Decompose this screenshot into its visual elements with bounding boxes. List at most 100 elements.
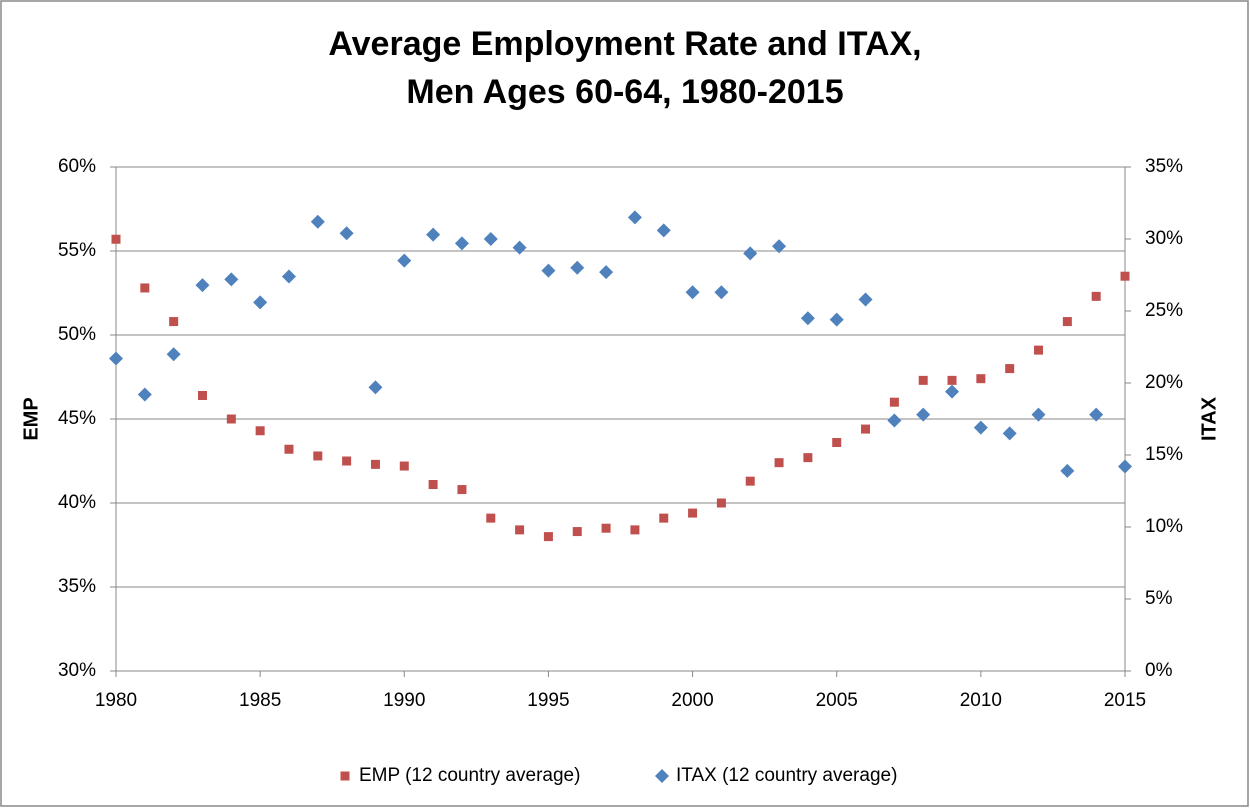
point xyxy=(743,246,758,261)
point xyxy=(887,413,902,428)
legend-marker xyxy=(655,769,669,783)
point xyxy=(716,498,726,508)
legend-label: ITAX (12 country average) xyxy=(676,765,897,786)
point xyxy=(803,453,813,463)
point xyxy=(858,292,873,307)
x-tick-label: 1995 xyxy=(527,690,569,711)
y2-tick-label: 20% xyxy=(1145,372,1183,393)
point xyxy=(630,525,640,535)
point xyxy=(169,317,179,327)
point xyxy=(601,523,611,533)
point xyxy=(111,234,121,244)
x-tick-label: 2000 xyxy=(671,690,713,711)
y-tick-label: 45% xyxy=(58,408,96,429)
x-tick-label: 1980 xyxy=(95,690,137,711)
point xyxy=(281,269,296,284)
point xyxy=(688,508,698,518)
point xyxy=(166,347,181,362)
point xyxy=(284,444,294,454)
point xyxy=(543,532,553,542)
y2-tick-label: 0% xyxy=(1145,660,1173,681)
y2-tick-label: 30% xyxy=(1145,228,1183,249)
point xyxy=(1118,459,1132,474)
point xyxy=(627,210,642,225)
point xyxy=(253,295,268,310)
chart-title: Men Ages 60-64, 1980-2015 xyxy=(406,73,843,111)
point xyxy=(714,285,729,300)
point xyxy=(945,384,960,399)
point xyxy=(599,265,614,280)
y-tick-label: 60% xyxy=(58,156,96,177)
y-tick-label: 30% xyxy=(58,660,96,681)
point xyxy=(310,214,325,229)
point xyxy=(486,513,496,523)
y2-tick-label: 15% xyxy=(1145,444,1183,465)
point xyxy=(399,461,409,471)
point xyxy=(426,227,441,242)
point xyxy=(659,513,669,523)
point xyxy=(1060,463,1075,478)
y-tick-label: 40% xyxy=(58,492,96,513)
point xyxy=(197,390,207,400)
y-tick-label: 50% xyxy=(58,324,96,345)
point xyxy=(1034,345,1044,355)
point xyxy=(1002,426,1017,441)
point xyxy=(745,476,755,486)
point xyxy=(1005,364,1015,374)
point xyxy=(224,272,239,287)
point xyxy=(515,525,525,535)
point xyxy=(947,375,957,385)
point xyxy=(570,260,585,275)
point xyxy=(774,458,784,468)
point xyxy=(861,424,871,434)
y-tick-label: 55% xyxy=(58,240,96,261)
point xyxy=(1089,407,1104,422)
point xyxy=(397,253,412,268)
x-tick-label: 2005 xyxy=(816,690,858,711)
point xyxy=(832,438,842,448)
point xyxy=(339,226,354,241)
point xyxy=(916,407,931,422)
point xyxy=(976,374,986,384)
point xyxy=(195,278,210,293)
point xyxy=(800,311,815,326)
y2-tick-label: 25% xyxy=(1145,300,1183,321)
x-tick-label: 2010 xyxy=(960,690,1002,711)
y-axis-label: EMP xyxy=(20,397,42,440)
point xyxy=(512,240,527,255)
point xyxy=(1091,291,1101,301)
point xyxy=(541,263,556,278)
legend-marker xyxy=(340,771,350,781)
point xyxy=(109,351,123,366)
y2-axis-label: ITAX xyxy=(1198,396,1220,441)
point xyxy=(572,527,582,537)
point xyxy=(140,283,150,293)
point xyxy=(454,236,469,251)
point xyxy=(1062,317,1072,327)
y2-tick-label: 35% xyxy=(1145,156,1183,177)
x-tick-label: 1985 xyxy=(239,690,281,711)
point xyxy=(255,426,265,436)
point xyxy=(457,485,467,495)
point xyxy=(368,380,383,395)
point xyxy=(685,285,700,300)
point xyxy=(656,223,671,238)
y2-tick-label: 5% xyxy=(1145,588,1173,609)
x-tick-label: 2015 xyxy=(1104,690,1146,711)
point xyxy=(342,456,352,466)
y2-tick-label: 10% xyxy=(1145,516,1183,537)
point xyxy=(918,375,928,385)
point xyxy=(226,414,236,424)
point xyxy=(829,312,844,327)
x-tick-label: 1990 xyxy=(383,690,425,711)
point xyxy=(370,459,380,469)
point xyxy=(1031,407,1046,422)
chart-title: Average Employment Rate and ITAX, xyxy=(328,25,921,63)
point xyxy=(483,232,498,246)
point xyxy=(1120,271,1130,281)
point xyxy=(313,451,323,461)
point xyxy=(428,480,438,490)
